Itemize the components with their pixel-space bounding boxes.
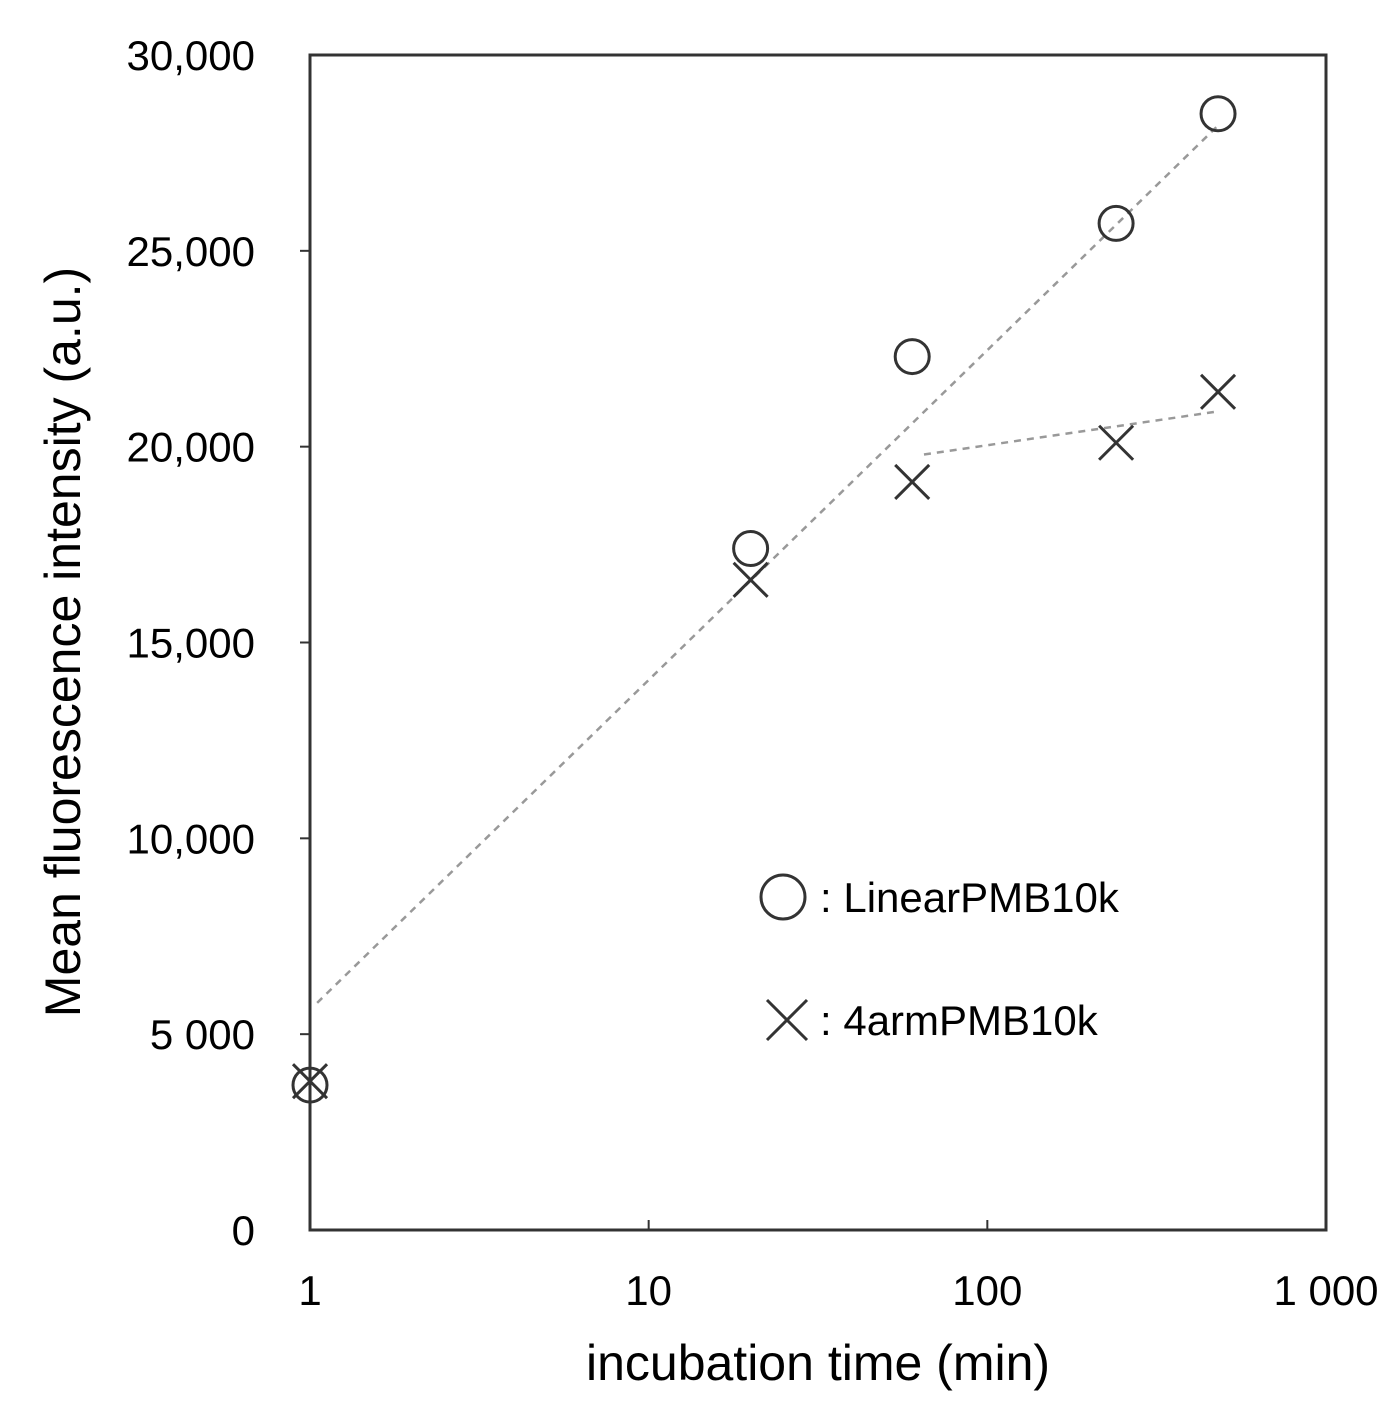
y-tick-label: 0 xyxy=(232,1207,255,1254)
x-axis-title: incubation time (min) xyxy=(586,1335,1050,1391)
trendline xyxy=(923,410,1219,456)
data-point-x xyxy=(291,1063,329,1100)
y-axis-title: Mean fluorescence intensity (a.u.) xyxy=(35,267,91,1017)
data-point-circle xyxy=(1097,204,1135,242)
legend-label: : LinearPMB10k xyxy=(820,874,1120,921)
legend: : LinearPMB10k : 4armPMB10k xyxy=(759,873,1120,1044)
legend-label: : 4armPMB10k xyxy=(820,997,1099,1044)
plot-frame xyxy=(308,53,1328,1232)
y-axis-ticks: 0 5 000 10,000 15,000 20,000 25,000 30,000 xyxy=(127,32,310,1254)
data-point-x xyxy=(894,463,931,500)
data-point-x xyxy=(732,561,769,598)
x-tick-label: 100 xyxy=(952,1267,1022,1314)
data-point-circle xyxy=(1199,95,1237,133)
data-point-circle xyxy=(732,530,770,567)
legend-x-icon xyxy=(765,998,809,1042)
y-tick-label: 15,000 xyxy=(127,620,255,667)
x-tick-label: 1 xyxy=(298,1267,321,1314)
y-tick-label: 25,000 xyxy=(127,228,255,275)
data-point-circle xyxy=(291,1066,329,1104)
data-point-x xyxy=(1199,373,1237,410)
y-tick-label: 10,000 xyxy=(127,815,255,862)
x-tick-label: 1 000 xyxy=(1273,1267,1378,1314)
data-point-x xyxy=(1098,424,1135,461)
data-point-circle xyxy=(893,338,931,376)
y-tick-label: 5 000 xyxy=(150,1011,255,1058)
data-points xyxy=(291,95,1237,1104)
legend-circle-icon xyxy=(759,873,807,921)
y-tick-label: 20,000 xyxy=(127,424,255,471)
x-axis-ticks: 1 10 100 1 000 xyxy=(298,1220,1379,1314)
y-tick-label: 30,000 xyxy=(127,32,255,79)
x-tick-label: 10 xyxy=(625,1267,672,1314)
